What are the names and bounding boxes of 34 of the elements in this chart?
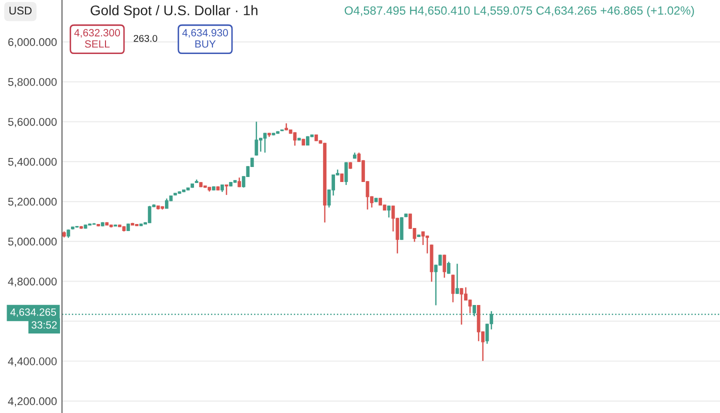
candlestick	[456, 263, 459, 295]
y-tick-label: 4,200.000	[8, 397, 57, 406]
candlestick	[421, 230, 425, 246]
candlestick	[293, 132, 297, 146]
candlestick	[400, 216, 404, 240]
y-tick-label: 5,000.000	[8, 238, 57, 247]
text: USD	[10, 6, 32, 15]
candlestick	[387, 205, 391, 218]
text: 33:52	[32, 321, 57, 329]
y-tick-label: 5,400.000	[8, 158, 57, 168]
candlestick	[224, 184, 228, 196]
annotation: 4,632.300 SELL	[74, 29, 120, 48]
annotation: 4,634.930 BUY	[182, 29, 228, 48]
candlestick	[426, 235, 430, 254]
candlestick	[258, 137, 262, 152]
y-tick-label: 6,000.000	[8, 38, 57, 48]
y-tick-label: 5,200.000	[8, 198, 57, 207]
chart-title: Gold Spot / U.S. Dollar · 1h	[90, 5, 258, 18]
candlestick	[446, 261, 450, 274]
y-tick-label: 5,600.000	[8, 118, 57, 128]
candlestick	[485, 323, 489, 344]
y-tick-label: 4,400.000	[8, 357, 57, 367]
candlestick	[451, 274, 455, 303]
y-tick-label: 5,800.000	[8, 78, 57, 88]
candlestick	[344, 162, 348, 186]
annotation: 263.0	[134, 34, 158, 42]
candlestick	[148, 205, 152, 224]
candlestick	[254, 121, 258, 156]
y-tick-label: 4,800.000	[8, 278, 57, 287]
ref-line-label: 4,634.265	[10, 308, 56, 318]
candlestick	[460, 287, 464, 326]
annotation: O4,587.495 H4,650.410 L4,559.075 C4,634.265 +46.865 (+1.02%)	[344, 6, 694, 18]
candlestick	[442, 254, 446, 278]
candlestick	[164, 198, 168, 210]
